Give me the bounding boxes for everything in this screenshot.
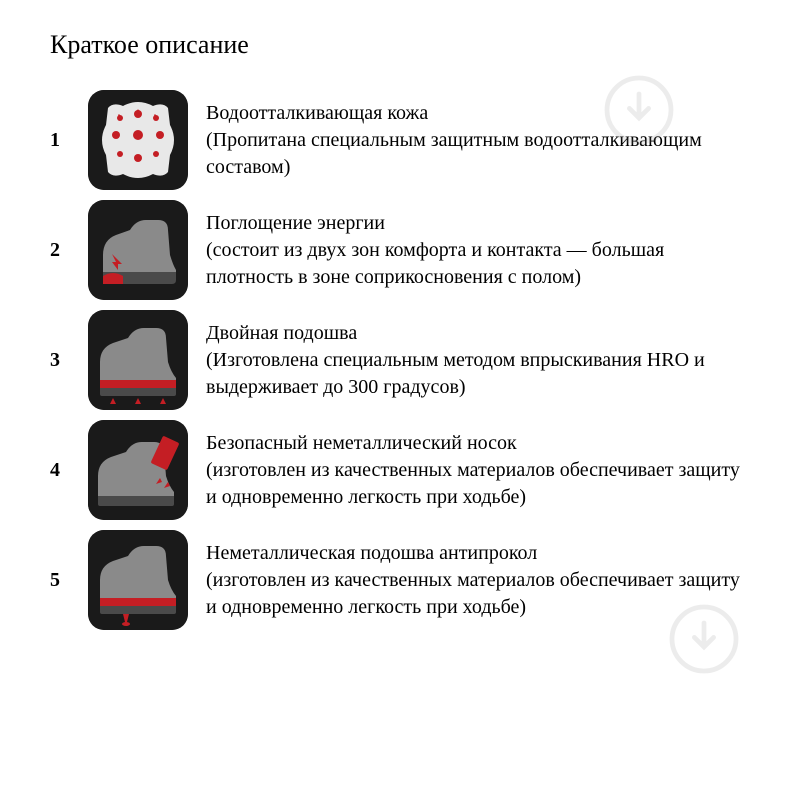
feature-number: 4 <box>50 459 70 482</box>
feature-icon-double-sole <box>88 310 188 410</box>
feature-desc: (изготовлен из качественных материалов о… <box>206 567 749 621</box>
feature-desc: (состоит из двух зон комфорта и контакта… <box>206 237 749 291</box>
feature-icon-leather <box>88 90 188 190</box>
page-title: Краткое описание <box>50 30 749 60</box>
feature-desc: (изготовлен из качественных материалов о… <box>206 457 749 511</box>
feature-title: Безопасный неметаллический носок <box>206 430 749 457</box>
feature-icon-puncture-resistant <box>88 530 188 630</box>
feature-text: Неметаллическая подошва антипрокол (изго… <box>206 540 749 621</box>
feature-number: 3 <box>50 349 70 372</box>
feature-desc: (Изготовлена специальным методом впрыски… <box>206 347 749 401</box>
feature-icon-energy-absorption <box>88 200 188 300</box>
feature-desc: (Пропитана специальным защитным водоотта… <box>206 127 749 181</box>
feature-text: Водоотталкивающая кожа (Пропитана специа… <box>206 100 749 181</box>
feature-title: Водоотталкивающая кожа <box>206 100 749 127</box>
feature-text: Поглощение энергии (состоит из двух зон … <box>206 210 749 291</box>
feature-row: 2 Поглощение энергии (состоит из двух зо… <box>50 200 749 300</box>
feature-number: 5 <box>50 569 70 592</box>
feature-row: 3 Двойная подошва (Изготовлена специальн… <box>50 310 749 410</box>
feature-title: Двойная подошва <box>206 320 749 347</box>
feature-title: Неметаллическая подошва антипрокол <box>206 540 749 567</box>
feature-number: 2 <box>50 239 70 262</box>
feature-icon-safety-toe <box>88 420 188 520</box>
feature-row: 4 Безопасный неметаллический носок (изго… <box>50 420 749 520</box>
feature-title: Поглощение энергии <box>206 210 749 237</box>
feature-text: Двойная подошва (Изготовлена специальным… <box>206 320 749 401</box>
feature-row: 1 Водоотталкивающая кожа (Пропитана спец… <box>50 90 749 190</box>
feature-number: 1 <box>50 129 70 152</box>
feature-list: 1 Водоотталкивающая кожа (Пропитана спец… <box>50 90 749 630</box>
feature-text: Безопасный неметаллический носок (изгото… <box>206 430 749 511</box>
feature-row: 5 Неметаллическая подошва антипрокол (из… <box>50 530 749 630</box>
